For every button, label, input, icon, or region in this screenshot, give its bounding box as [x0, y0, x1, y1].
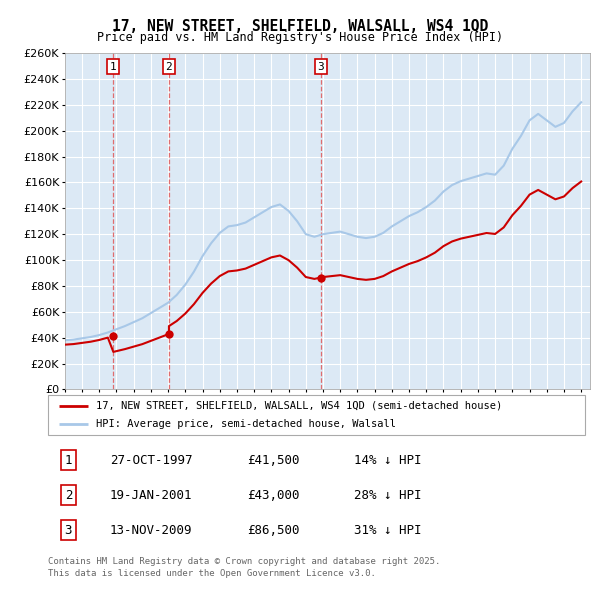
- Text: HPI: Average price, semi-detached house, Walsall: HPI: Average price, semi-detached house,…: [97, 419, 397, 429]
- Text: 14% ↓ HPI: 14% ↓ HPI: [354, 454, 422, 467]
- Text: 3: 3: [65, 524, 72, 537]
- Text: 1: 1: [65, 454, 72, 467]
- Text: 31% ↓ HPI: 31% ↓ HPI: [354, 524, 422, 537]
- Text: £41,500: £41,500: [247, 454, 299, 467]
- Text: 17, NEW STREET, SHELFIELD, WALSALL, WS4 1QD (semi-detached house): 17, NEW STREET, SHELFIELD, WALSALL, WS4 …: [97, 401, 503, 411]
- Text: 2: 2: [65, 489, 72, 502]
- Text: Contains HM Land Registry data © Crown copyright and database right 2025.: Contains HM Land Registry data © Crown c…: [48, 557, 440, 566]
- Text: 13-NOV-2009: 13-NOV-2009: [110, 524, 192, 537]
- Text: 27-OCT-1997: 27-OCT-1997: [110, 454, 192, 467]
- Text: £86,500: £86,500: [247, 524, 299, 537]
- Text: 28% ↓ HPI: 28% ↓ HPI: [354, 489, 422, 502]
- Text: Price paid vs. HM Land Registry's House Price Index (HPI): Price paid vs. HM Land Registry's House …: [97, 31, 503, 44]
- FancyBboxPatch shape: [48, 395, 585, 435]
- Text: This data is licensed under the Open Government Licence v3.0.: This data is licensed under the Open Gov…: [48, 569, 376, 578]
- Text: 17, NEW STREET, SHELFIELD, WALSALL, WS4 1QD: 17, NEW STREET, SHELFIELD, WALSALL, WS4 …: [112, 19, 488, 34]
- Text: 3: 3: [317, 61, 324, 71]
- Text: 19-JAN-2001: 19-JAN-2001: [110, 489, 192, 502]
- Text: 1: 1: [110, 61, 117, 71]
- Text: £43,000: £43,000: [247, 489, 299, 502]
- Text: 2: 2: [166, 61, 172, 71]
